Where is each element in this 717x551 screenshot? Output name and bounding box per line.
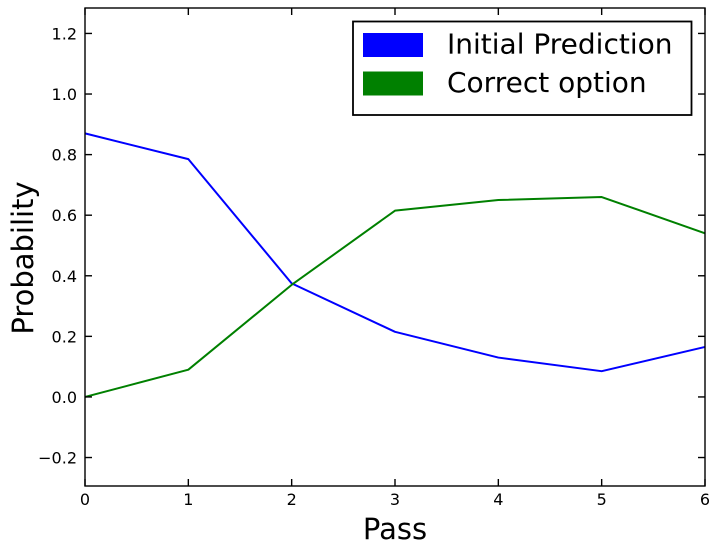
line-correct-option	[84, 196, 706, 398]
x-tick-label: 3	[390, 490, 400, 509]
x-tick-labels: 0 1 2 3 4 5 6	[80, 490, 710, 509]
x-tick-label: 1	[183, 490, 193, 509]
y-axis-label: Probability	[6, 181, 40, 334]
tick-marks	[84, 8, 706, 486]
y-tick-label: −0.2	[38, 449, 77, 468]
legend-label-initial-prediction: Initial Prediction	[447, 28, 672, 61]
x-tick-label: 4	[493, 490, 503, 509]
legend-label-correct-option: Correct option	[447, 66, 647, 99]
x-tick-label: 2	[287, 490, 297, 509]
legend-swatch-initial-prediction	[363, 33, 423, 57]
legend: Initial Prediction Correct option	[352, 20, 693, 116]
x-tick-label: 0	[80, 490, 90, 509]
y-tick-label: 0.6	[52, 206, 77, 225]
y-tick-labels: −0.2 0.0 0.2 0.4 0.6 0.8 1.0 1.2	[38, 24, 77, 467]
x-tick-label: 6	[700, 490, 710, 509]
y-tick-label: 0.0	[52, 388, 77, 407]
x-axis-label: Pass	[363, 512, 427, 546]
y-tick-label: 1.2	[52, 24, 77, 43]
y-tick-label: 0.2	[52, 327, 77, 346]
series-lines	[84, 132, 706, 398]
y-tick-label: 0.8	[52, 146, 77, 165]
line-initial-prediction	[84, 132, 706, 373]
x-tick-label: 5	[597, 490, 607, 509]
legend-swatch-correct-option	[363, 71, 423, 96]
y-tick-label: 1.0	[52, 85, 77, 104]
y-tick-label: 0.4	[52, 267, 77, 286]
